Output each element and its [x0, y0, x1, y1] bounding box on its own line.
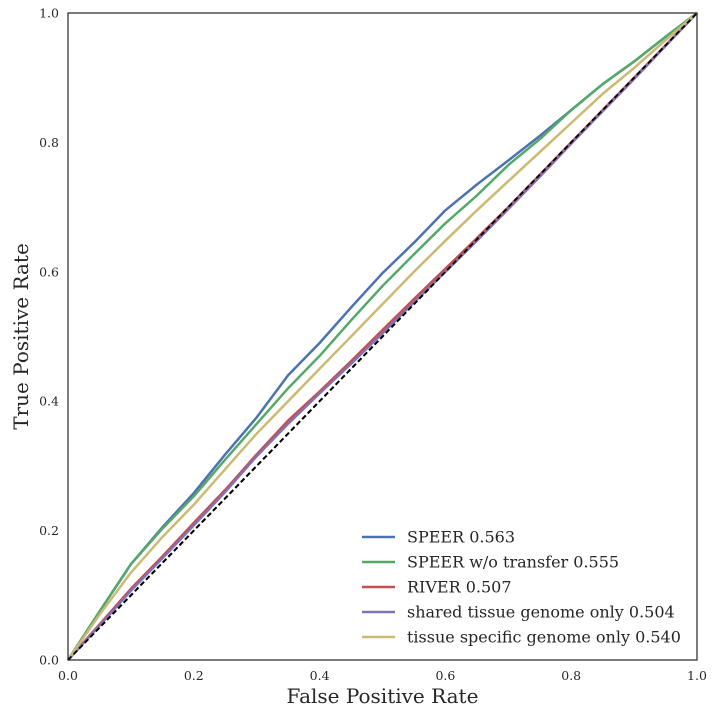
legend-label-3: shared tissue genome only 0.504	[407, 603, 675, 622]
y-tick-label: 0.4	[39, 394, 59, 409]
y-axis-label: True Positive Rate	[9, 243, 33, 430]
y-tick-label: 0.8	[39, 135, 59, 150]
x-tick-label: 0.8	[561, 668, 581, 683]
x-tick-label: 0.2	[184, 668, 204, 683]
x-axis-ticks: 0.0 0.2 0.4 0.6 0.8 1.0	[58, 668, 707, 683]
series-line-4	[66, 12, 698, 661]
legend-label-2: RIVER 0.507	[407, 578, 512, 597]
series-line-3	[67, 12, 698, 661]
y-tick-label: 0.6	[39, 264, 59, 279]
y-tick-label: 0.2	[39, 523, 59, 538]
x-axis-label: False Positive Rate	[287, 684, 479, 708]
legend-label-0: SPEER 0.563	[407, 528, 515, 547]
y-axis-ticks: 0.0 0.2 0.4 0.6 0.8 1.0	[39, 6, 59, 668]
plot-area	[66, 12, 698, 661]
plot-frame	[67, 12, 698, 661]
legend: SPEER 0.563 SPEER w/o transfer 0.555 RIVER…	[362, 528, 681, 647]
y-tick-label: 0.0	[39, 653, 59, 668]
y-tick-label: 1.0	[39, 6, 59, 21]
x-tick-label: 0.0	[58, 668, 78, 683]
x-tick-label: 1.0	[687, 668, 707, 683]
chance-diagonal-line-overlay	[67, 12, 698, 661]
series-line-1	[66, 12, 698, 661]
x-tick-label: 0.4	[310, 668, 330, 683]
x-tick-label: 0.6	[435, 668, 455, 683]
legend-label-1: SPEER w/o transfer 0.555	[407, 553, 619, 572]
legend-label-4: tissue specific genome only 0.540	[407, 628, 681, 647]
